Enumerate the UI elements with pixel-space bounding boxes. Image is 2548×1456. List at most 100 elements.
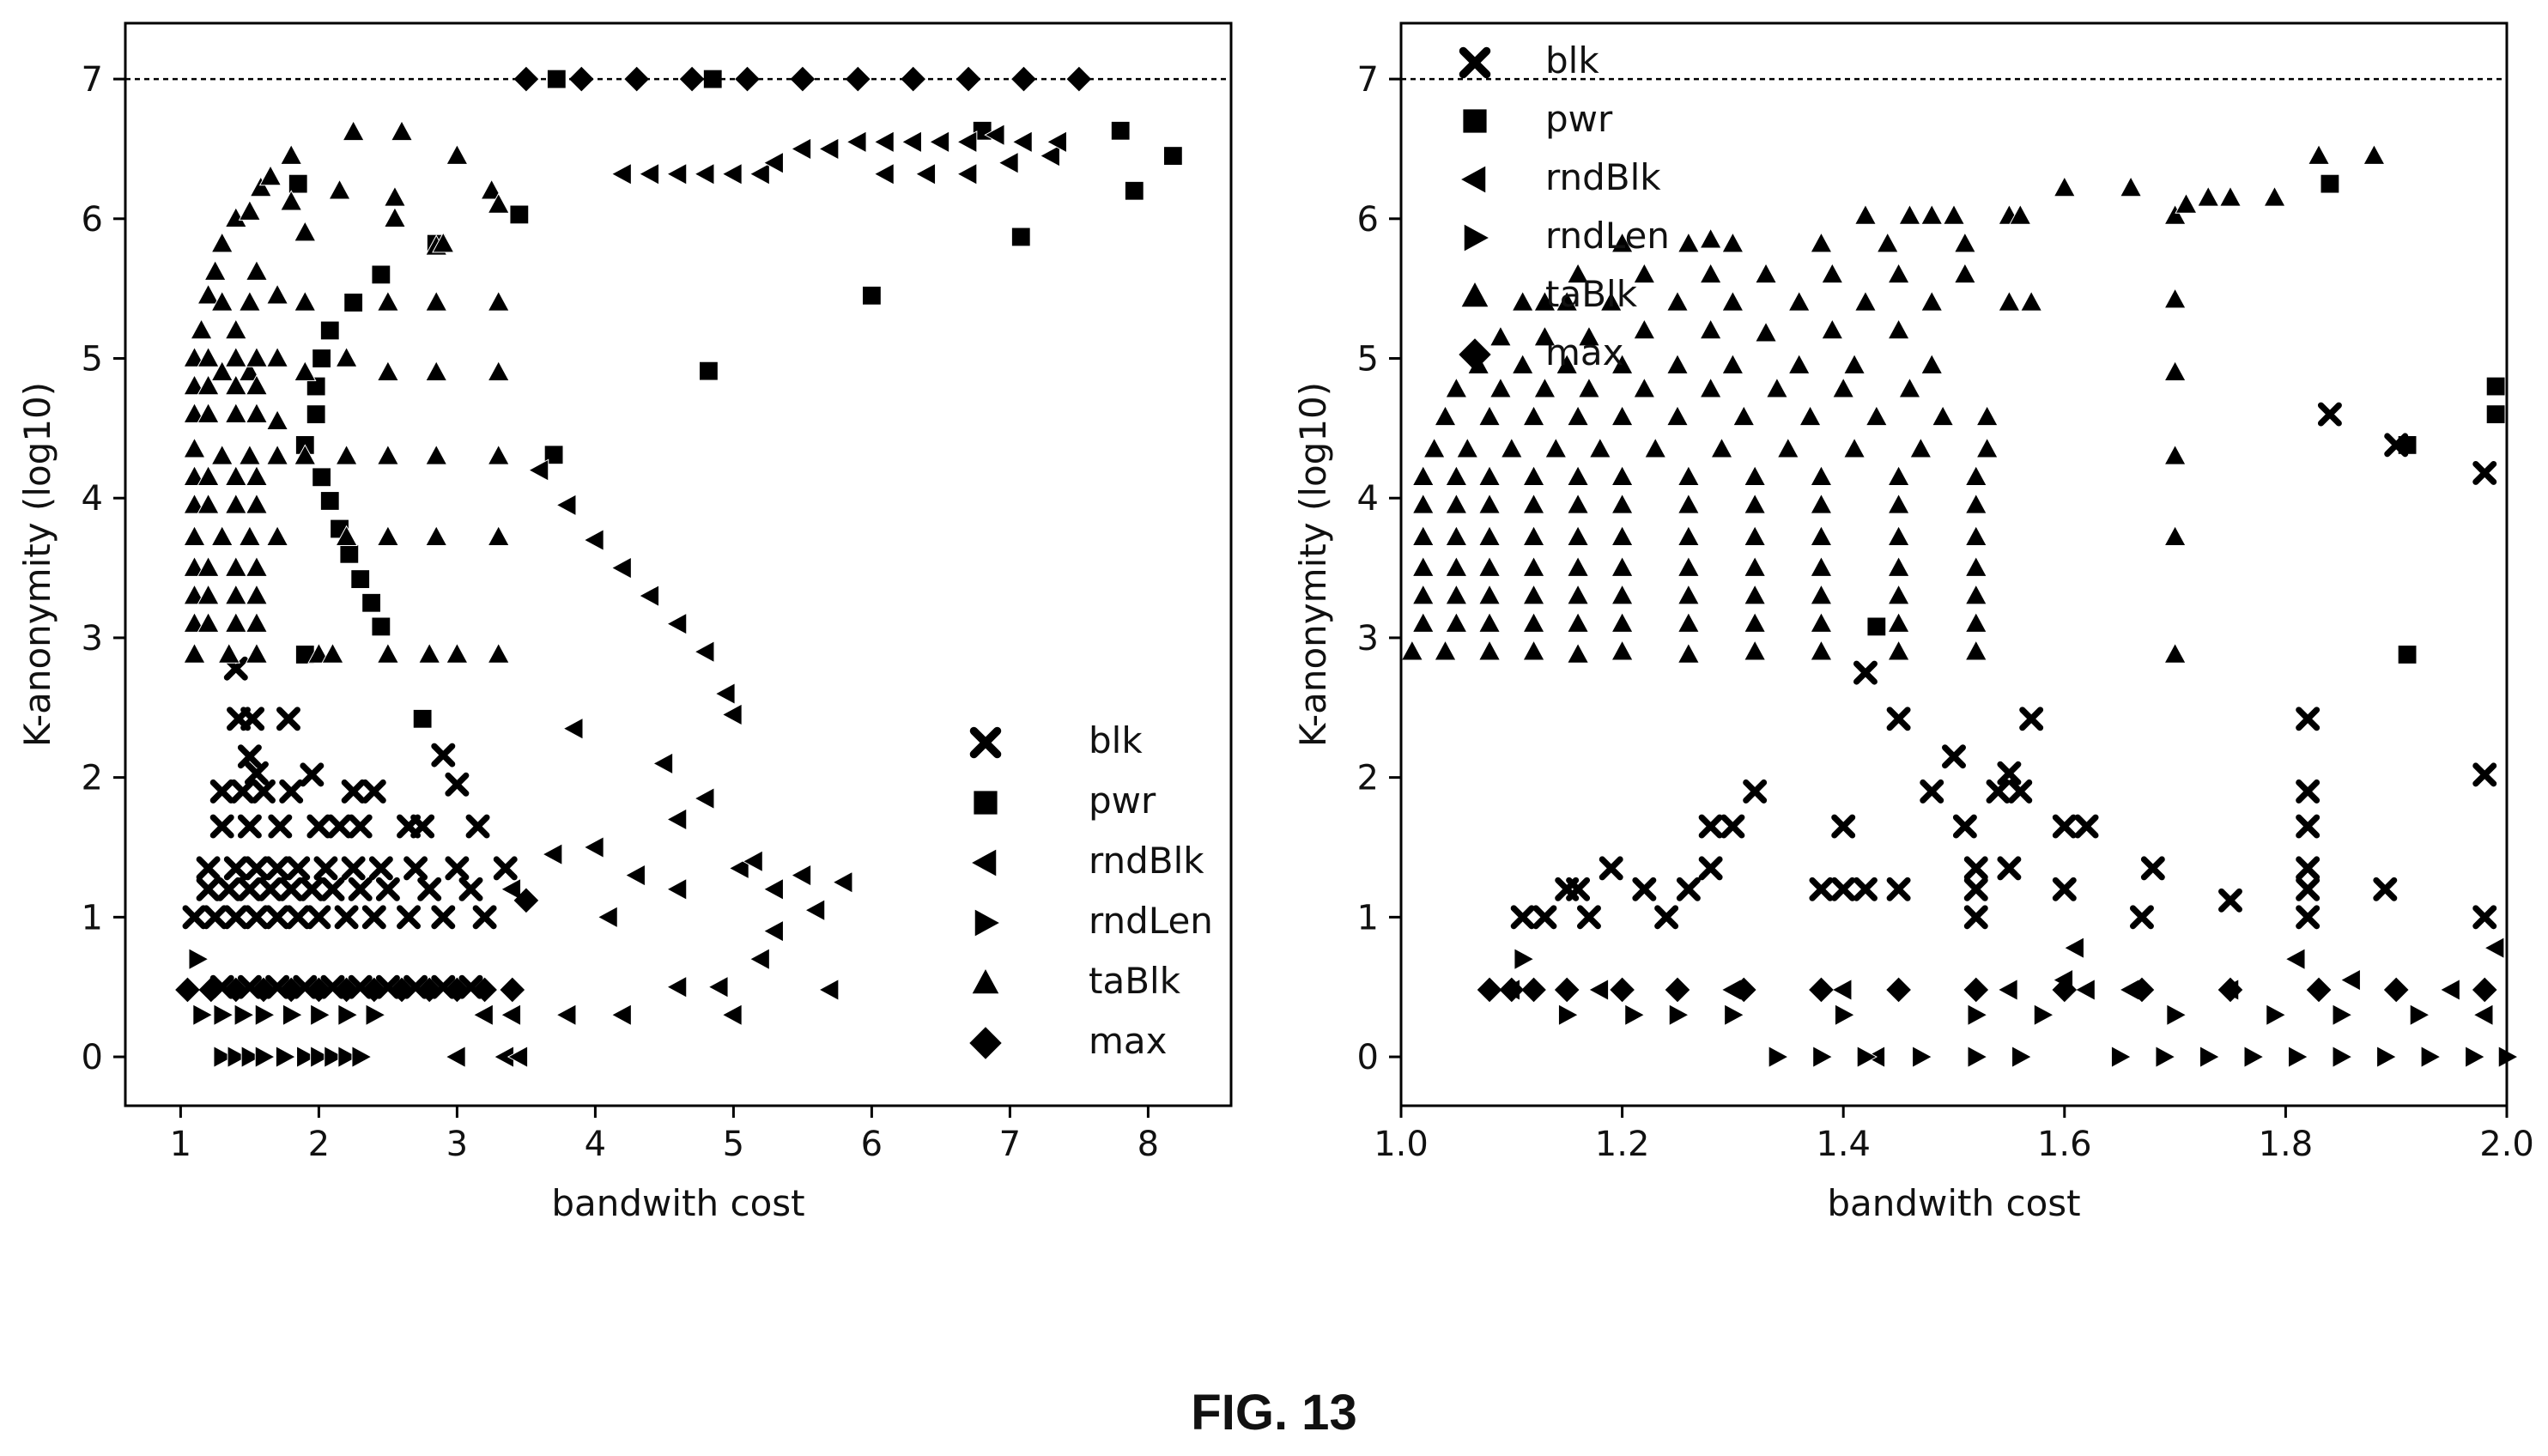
data-point-rndLen [275,1045,297,1069]
data-point-pwr [320,321,339,340]
data-point-blk [1942,744,1966,769]
data-point-blk [209,779,234,804]
data-point-taBlk [1611,525,1634,547]
data-point-pwr [2486,405,2505,423]
x-axis-label: bandwith cost [1827,1182,2080,1224]
data-point-rndLen [2011,1045,2033,1069]
data-point-taBlk [1920,203,1944,225]
data-point-max [956,66,981,92]
data-point-taBlk [1699,228,1722,249]
series-max [1477,977,2497,1003]
series-max [175,66,1092,1003]
data-point-max [846,66,871,92]
data-point-taBlk [197,464,220,487]
data-point-taBlk [425,444,448,465]
data-point-taBlk [245,642,269,664]
data-point-blk [2074,814,2099,839]
data-point-blk [341,779,366,804]
data-point-rndLen [213,1004,234,1027]
data-point-rndLen [351,1045,373,1069]
data-point-taBlk [446,642,469,664]
data-point-taBlk [1477,464,1502,487]
data-point-max [790,66,816,92]
data-point-max [624,66,649,92]
data-point-rndBlk [721,1004,743,1027]
data-point-taBlk [1699,262,1722,284]
data-point-rndBlk [2339,968,2361,992]
data-point-rndBlk [1046,130,1067,154]
data-point-taBlk [1898,203,1921,225]
data-point-blk [2052,814,2077,839]
data-point-rndBlk [1039,144,1060,167]
data-point-rndLen [1624,1004,1646,1027]
legend-marker-taBlk [971,967,1000,995]
data-point-blk [361,779,386,804]
data-point-taBlk [1765,377,1789,398]
data-point-taBlk [210,525,234,547]
data-point-blk [230,779,255,804]
data-point-blk [375,877,400,901]
x-tick-label: 5 [723,1125,744,1164]
data-point-taBlk [224,346,247,367]
data-point-max [1066,66,1092,92]
data-point-taBlk [258,164,282,186]
data-point-max [2383,977,2409,1003]
data-point-taBlk [1522,464,1545,487]
data-point-rndLen [1967,1045,1988,1069]
data-point-taBlk [238,444,262,465]
data-point-blk [348,877,373,901]
data-point-taBlk [1810,232,1833,253]
data-point-rndBlk [2284,947,2306,971]
data-point-taBlk [425,290,448,312]
data-point-max [901,66,925,92]
x-tick-label: 1 [170,1125,191,1164]
data-point-rndBlk [555,494,577,517]
data-point-blk [431,743,456,767]
data-point-taBlk [183,402,206,423]
data-point-blk [237,744,262,769]
data-point-taBlk [294,360,317,382]
data-point-taBlk [183,555,206,577]
data-point-rndBlk [714,682,736,706]
data-point-rndBlk [507,1045,529,1069]
data-point-taBlk [1445,525,1468,547]
data-point-max [2472,977,2497,1003]
data-point-rndLen [2110,1045,2132,1069]
data-point-taBlk [1876,232,1899,253]
x-tick-label: 1.0 [1374,1125,1429,1164]
data-point-taBlk [294,444,317,465]
data-point-rndLen [2266,1004,2287,1027]
x-axis-label: bandwith cost [551,1182,804,1224]
data-point-pwr [1011,228,1030,246]
data-point-rndLen [227,1045,248,1069]
data-point-taBlk [1732,404,1756,427]
data-point-taBlk [1743,525,1767,547]
y-tick-label: 5 [1357,340,1379,379]
data-point-rndLen [1812,1045,1834,1069]
data-point-pwr [351,570,370,588]
data-point-rndBlk [694,640,715,664]
data-point-taBlk [1411,464,1435,487]
legend-label-pwr: pwr [1089,780,1156,822]
data-point-taBlk [197,373,220,396]
data-point-max [1521,977,1546,1003]
data-point-taBlk [2163,525,2187,547]
data-point-blk [410,814,435,839]
data-point-taBlk [2263,185,2286,207]
data-point-taBlk [1477,493,1502,514]
data-point-taBlk [1566,611,1590,633]
data-point-blk [196,856,221,881]
data-point-taBlk [425,525,448,547]
data-point-taBlk [197,584,220,605]
data-point-max [334,977,359,1003]
data-point-taBlk [1533,290,1556,312]
data-point-taBlk [1810,555,1833,577]
data-point-rndBlk [790,864,812,887]
data-point-taBlk [1699,318,1722,340]
data-point-taBlk [190,318,213,340]
data-point-blk [216,877,241,901]
data-point-taBlk [1776,437,1799,458]
data-point-max [1963,977,1989,1003]
data-point-rndLen [188,947,209,971]
